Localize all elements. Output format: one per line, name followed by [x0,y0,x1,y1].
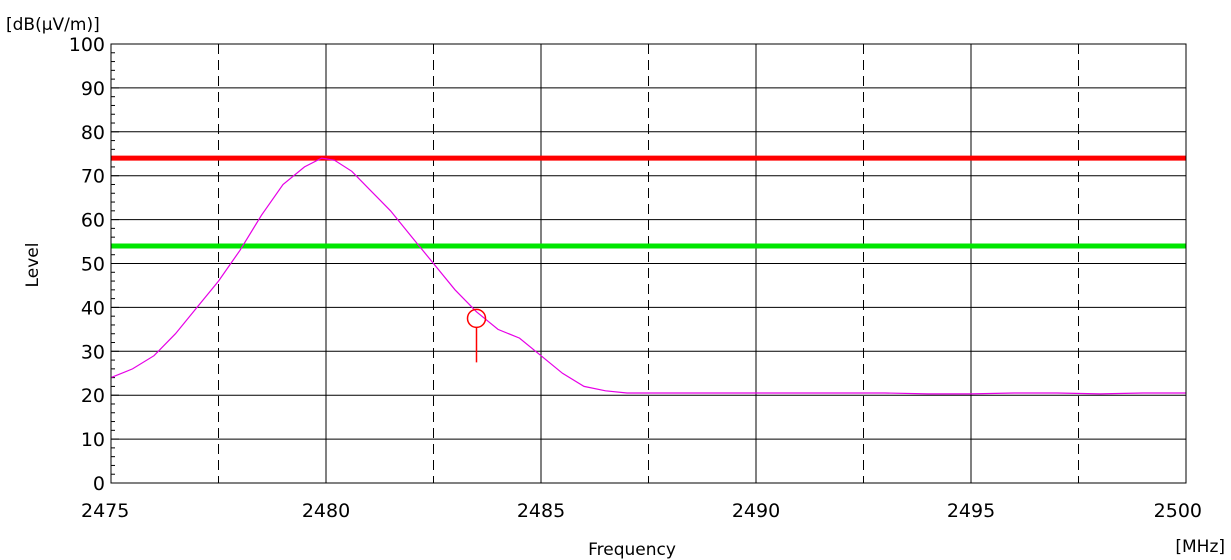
y-tick-label: 50 [81,254,105,276]
grid [110,43,1187,484]
plot-frame [110,43,1187,484]
level-trace [110,157,1186,395]
y-tick-label: 10 [81,429,105,451]
y-tick-label: 0 [93,473,105,495]
y-tick-label: 70 [81,166,105,188]
y-tick-label: 60 [81,210,105,232]
x-axis-label: Frequency [588,540,676,560]
y-tick-label: 100 [69,34,105,56]
tick-labels: 0 10 20 30 40 50 60 70 80 90 100 2475 2480 2485 2490 24… [69,34,1202,522]
y-tick-label: 30 [81,341,105,363]
y-units-label: [dB(μV/m)] [6,15,100,35]
series-group [110,157,1186,395]
x-tick-label: 2475 [81,500,129,522]
x-units-label: [MHz] [1175,537,1225,557]
markers [466,308,487,363]
y-tick-label: 80 [81,122,105,144]
y-tick-label: 20 [81,385,105,407]
x-tick-label: 2500 [1154,500,1202,522]
x-tick-label: 2495 [947,500,995,522]
x-tick-label: 2485 [517,500,565,522]
y-axis-label: Level [23,243,43,288]
limit-lines [111,155,1186,249]
x-tick-label: 2480 [302,500,350,522]
y-tick-label: 40 [81,297,105,319]
x-tick-label: 2490 [732,500,780,522]
y-tick-label: 90 [81,78,105,100]
